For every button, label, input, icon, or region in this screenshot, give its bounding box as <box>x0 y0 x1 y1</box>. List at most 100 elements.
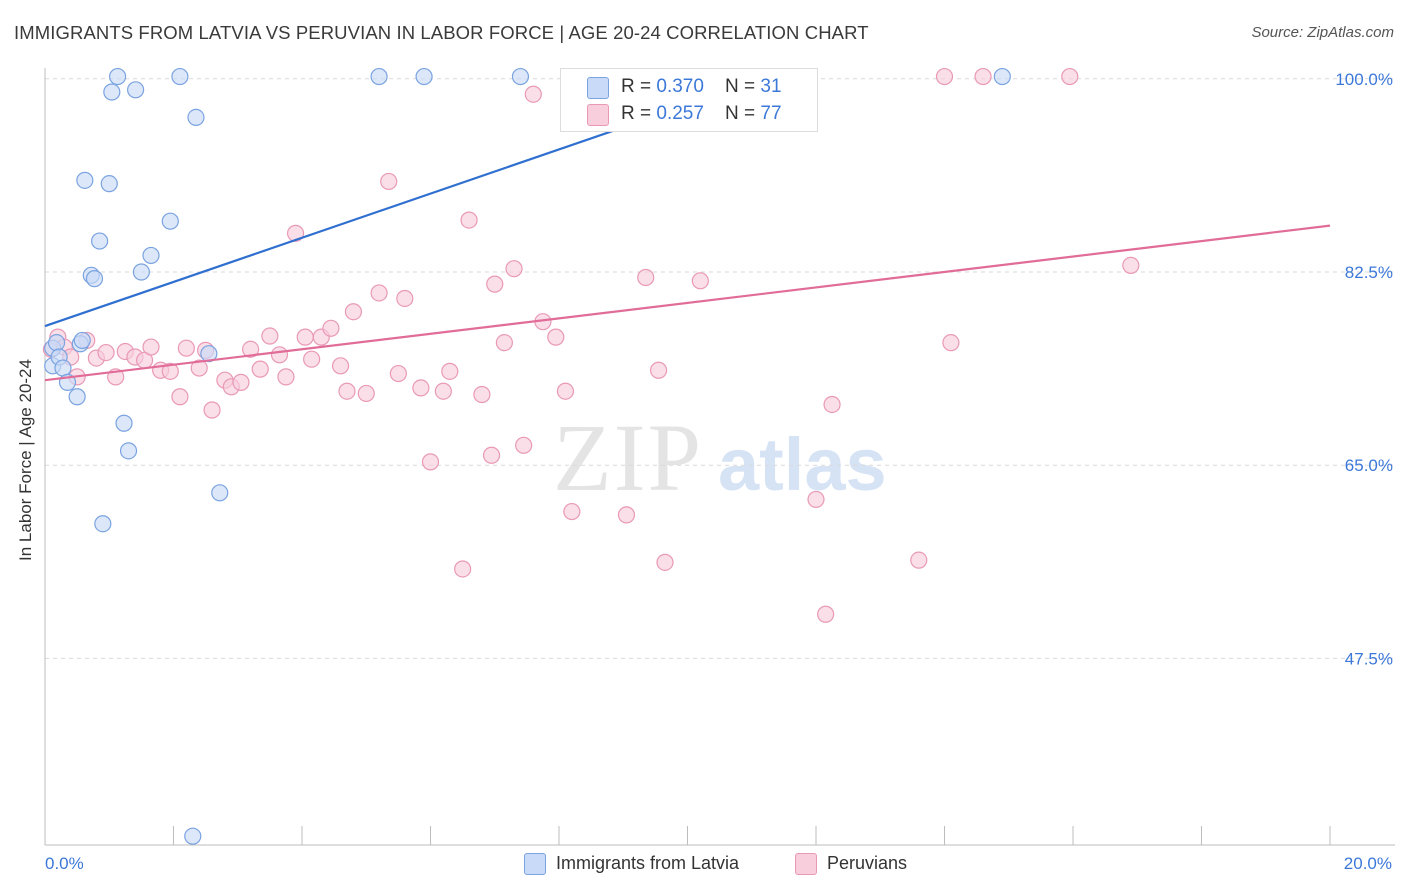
peruvian-point <box>473 385 491 404</box>
chart-title: IMMIGRANTS FROM LATVIA VS PERUVIAN IN LA… <box>14 22 869 43</box>
peruvian-point <box>242 340 260 358</box>
peruvian-point <box>322 319 340 337</box>
peruvian-point <box>434 382 452 400</box>
peruvian-point <box>296 328 314 346</box>
y-tick-label: 100.0% <box>1335 70 1393 89</box>
bottom-legend-label-latvia: Immigrants from Latvia <box>556 853 740 873</box>
peruvian-point <box>303 350 321 368</box>
peruvian-point <box>177 339 195 357</box>
source-label: Source: ZipAtlas.com <box>1251 24 1394 41</box>
latvia-point <box>161 212 179 230</box>
peruvian-trend-line <box>44 224 1331 382</box>
latvia-point <box>47 334 66 352</box>
peruvian-point <box>974 67 992 86</box>
latvia-point <box>187 108 205 127</box>
latvia-point <box>142 246 160 265</box>
peruvian-point <box>617 506 636 524</box>
peruvian-point <box>441 362 459 380</box>
legend-r-value-latvia: 0.370 <box>656 76 704 97</box>
peruvian-point <box>421 453 440 471</box>
latvia-point <box>54 359 72 377</box>
latvia-point <box>370 67 388 86</box>
peruvian-point <box>942 334 960 352</box>
peruvian-point <box>524 85 542 103</box>
peruvian-point <box>251 360 269 378</box>
peruvian-point <box>935 67 954 86</box>
peruvian-point <box>286 224 305 242</box>
bottom-legend-swatch-peruvians <box>795 853 817 875</box>
peruvian-point <box>277 368 295 386</box>
peruvian-point <box>817 605 835 623</box>
peruvian-point <box>389 364 407 383</box>
peruvian-point <box>505 260 523 278</box>
legend-r-label: R = <box>621 76 657 97</box>
peruvian-point <box>142 338 160 356</box>
peruvian-point <box>563 502 581 521</box>
peruvian-point <box>486 275 504 293</box>
latvia-point <box>115 414 133 432</box>
peruvian-point <box>460 211 478 229</box>
latvia-point <box>68 388 86 406</box>
latvia-point <box>211 484 229 502</box>
legend-r-value-peruvians: 0.257 <box>656 103 704 124</box>
peruvian-point <box>357 384 375 403</box>
x-tick-label-min: 0.0% <box>45 854 84 873</box>
peruvian-point <box>910 551 928 569</box>
peruvian-point <box>97 343 115 362</box>
latvia-point <box>119 442 138 460</box>
peruvian-point <box>454 560 472 578</box>
peruvian-point <box>338 382 356 400</box>
peruvian-point <box>807 490 825 509</box>
latvia-point <box>91 232 109 250</box>
peruvian-point <box>270 346 289 364</box>
peruvian-point <box>515 436 533 454</box>
peruvian-point <box>637 268 655 287</box>
peruvian-point <box>396 289 414 308</box>
latvia-point <box>126 81 145 99</box>
legend-n-value-peruvians: 77 <box>760 103 782 124</box>
watermark-atlas: atlas <box>718 423 887 506</box>
latvia-point <box>76 171 94 189</box>
peruvian-point <box>495 334 513 352</box>
peruvian-point <box>482 446 501 464</box>
latvia-point <box>184 827 202 845</box>
latvia-point <box>85 270 104 288</box>
peruvian-point <box>823 395 841 414</box>
latvia-point <box>73 331 91 350</box>
y-tick-label: 65.0% <box>1345 456 1393 475</box>
peruvian-point <box>344 303 362 321</box>
peruvian-point <box>691 272 709 290</box>
latvia-point <box>109 67 127 86</box>
peruvian-point <box>370 284 388 302</box>
peruvian-point <box>1061 67 1079 86</box>
peruvian-point <box>412 379 430 397</box>
watermark-zip: ZIP <box>553 404 703 511</box>
legend-r-label: R = <box>621 103 657 124</box>
y-tick-label: 47.5% <box>1345 649 1393 668</box>
peruvian-point <box>171 388 189 406</box>
stats-legend: R = 0.370 N = 31 R = 0.257 N = 77 <box>560 68 818 132</box>
bottom-legend-swatch-latvia <box>524 853 546 875</box>
peruvian-point <box>556 382 575 400</box>
latvia-point <box>132 263 150 281</box>
peruvian-point <box>161 362 179 380</box>
legend-n-value-latvia: 31 <box>760 76 782 97</box>
bottom-legend-label-peruvians: Peruvians <box>827 853 908 873</box>
legend-swatch-peruvians <box>587 104 609 126</box>
legend-n-label: N = <box>725 76 761 97</box>
latvia-point <box>100 175 118 193</box>
peruvian-point <box>190 359 208 377</box>
latvia-point <box>993 67 1011 86</box>
peruvian-point <box>232 373 250 391</box>
latvia-point <box>103 83 121 101</box>
latvia-point <box>415 67 433 86</box>
legend-n-label: N = <box>725 103 761 124</box>
peruvian-point <box>331 357 350 375</box>
y-tick-label: 82.5% <box>1345 263 1393 282</box>
peruvian-point <box>380 172 398 191</box>
peruvian-point <box>547 328 565 346</box>
peruvian-point <box>261 327 279 345</box>
latvia-point <box>94 515 112 533</box>
peruvian-point <box>203 401 221 419</box>
